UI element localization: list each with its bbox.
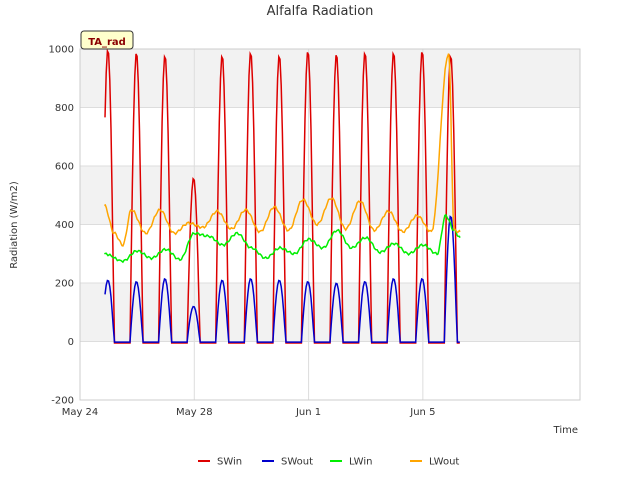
x-tick-label: May 24 [62, 407, 99, 418]
plot-band [80, 166, 580, 225]
badge: TA_rad [80, 30, 134, 50]
series-lines [104, 48, 461, 344]
y-tick-label: 1000 [49, 45, 74, 56]
y-tick-label: 400 [55, 220, 74, 231]
x-tick-label: May 28 [176, 407, 213, 418]
y-tick-label: 0 [68, 337, 74, 348]
legend-label-lwout: LWout [429, 457, 459, 468]
plot-bands [80, 49, 580, 400]
series-line-lwin [104, 213, 461, 264]
x-tick-label: Jun 5 [409, 407, 435, 418]
plot-band [80, 341, 580, 400]
x-tick-label: Jun 1 [295, 407, 321, 418]
y-tick-label: 800 [55, 103, 74, 114]
y-tick-label: -200 [51, 396, 74, 407]
y-tick-labels: -200 0 200 400 600 800 1000 [49, 45, 74, 407]
y-tick-label: 200 [55, 279, 74, 290]
legend: SWin SWout LWin LWout [198, 457, 459, 468]
plot-band [80, 224, 580, 283]
plot-band [80, 49, 580, 108]
badge-box [80, 30, 134, 50]
badge-label: TA_rad [88, 37, 126, 48]
chart-title: Alfalfa Radiation [267, 4, 374, 19]
x-axis-title: Time [553, 425, 578, 436]
legend-label-lwin: LWin [349, 457, 372, 468]
series-line-swin [104, 48, 460, 344]
plot-band [80, 107, 580, 166]
y-tick-label: 600 [55, 162, 74, 173]
legend-label-swin: SWin [217, 457, 242, 468]
legend-label-swout: SWout [281, 457, 313, 468]
plot-frame [79, 48, 581, 401]
y-axis-title: Radiation (W/m2) [9, 181, 20, 269]
x-tick-labels: May 24 May 28 Jun 1 Jun 5 [62, 407, 436, 418]
series-line-lwout [104, 53, 461, 247]
series-line-swout [104, 215, 460, 343]
